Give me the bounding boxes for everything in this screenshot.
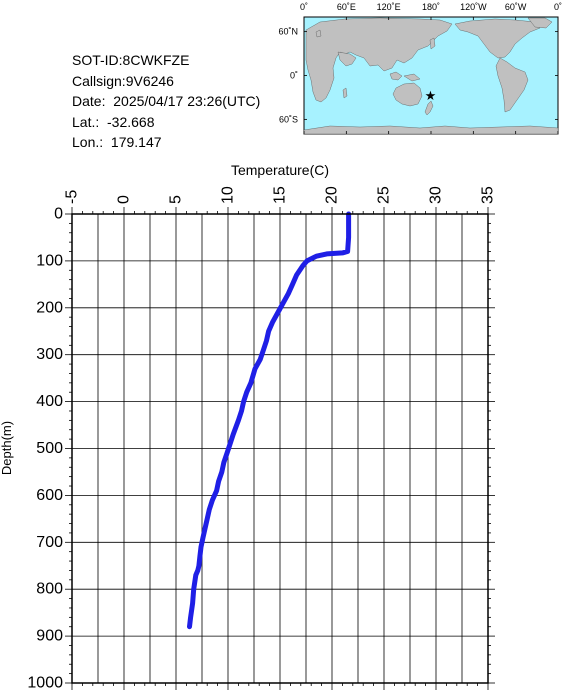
y-tick-label: 200 xyxy=(36,299,63,316)
y-tick-label: 900 xyxy=(36,628,63,645)
callsign: Callsign:9V6246 xyxy=(72,72,174,89)
x-tick-label: 30 xyxy=(428,186,445,204)
map-lon-label: 60˚W xyxy=(505,2,527,12)
y-tick-label: 1000 xyxy=(27,675,63,690)
land-shape xyxy=(305,17,453,103)
x-tick-label: 35 xyxy=(480,186,497,204)
y-tick-label: 500 xyxy=(36,440,63,457)
latitude: Lat.: -32.668 xyxy=(72,113,155,130)
map-latitude-labels: 60˚N 0˚ 60˚S xyxy=(278,27,298,125)
y-tick-label: 100 xyxy=(36,252,63,269)
x-tick-label: 15 xyxy=(272,186,289,204)
sot-id: SOT-ID:8CWKFZE xyxy=(72,52,190,68)
land-shape xyxy=(389,71,403,81)
x-tick-label: 20 xyxy=(324,186,341,204)
x-axis-label: Temperature(C) xyxy=(231,162,329,178)
land-shape xyxy=(342,87,348,99)
map-frame-ticks xyxy=(303,17,559,134)
land-shape xyxy=(429,37,436,50)
y-tick-label: 0 xyxy=(54,206,63,223)
x-tick-label: 25 xyxy=(376,186,393,204)
y-tick-label: 800 xyxy=(36,581,63,598)
map-lat-label: 60˚N xyxy=(278,27,298,37)
map-longitude-labels: 0˚ 60˚E 120˚E 180˚ 120˚W 60˚W 0˚ xyxy=(300,2,562,12)
map-lon-label: 0˚ xyxy=(300,2,308,12)
longitude: Lon.: 179.147 xyxy=(72,134,162,150)
y-tick-label: 400 xyxy=(36,393,63,410)
land-shape xyxy=(495,57,529,113)
observation-info: SOT-ID:8CWKFZE Callsign:9V6246 Date: 202… xyxy=(72,50,260,153)
land-shape xyxy=(315,29,322,38)
observation-date: Date: 2025/04/17 23:26(UTC) xyxy=(72,93,261,109)
map-lon-label: 0˚ xyxy=(554,2,562,12)
map-land xyxy=(303,17,559,135)
x-tick-label: -5 xyxy=(64,190,81,204)
map-lon-label: 60˚E xyxy=(337,2,356,12)
x-tick-label: 5 xyxy=(168,195,185,204)
position-star-marker: ★ xyxy=(425,88,437,103)
y-tick-labels: 0 100 200 300 400 500 600 700 800 900 1000 xyxy=(27,206,63,690)
plot-frame xyxy=(71,213,489,684)
land-shape xyxy=(337,51,357,67)
x-tick-label: 0 xyxy=(116,195,133,204)
land-shape xyxy=(392,82,423,107)
land-shape xyxy=(527,17,553,29)
land-shape xyxy=(424,100,434,116)
y-tick-label: 700 xyxy=(36,534,63,551)
y-axis-label: Depth(m) xyxy=(0,421,14,475)
map-lon-label: 120˚E xyxy=(377,2,401,12)
x-tick-label: 10 xyxy=(220,186,237,204)
land-shape xyxy=(403,73,421,82)
y-tick-label: 300 xyxy=(36,346,63,363)
map-lon-label: 180˚ xyxy=(422,2,440,12)
y-tick-label: 600 xyxy=(36,487,63,504)
map-lat-label: 0˚ xyxy=(290,71,298,81)
temperature-profile-line xyxy=(187,211,352,630)
land-shape xyxy=(454,18,541,59)
map-lon-label: 120˚W xyxy=(460,2,487,12)
map-lat-label: 60˚S xyxy=(279,114,298,124)
x-tick-labels: -5 0 5 10 15 20 25 30 35 xyxy=(64,186,497,204)
